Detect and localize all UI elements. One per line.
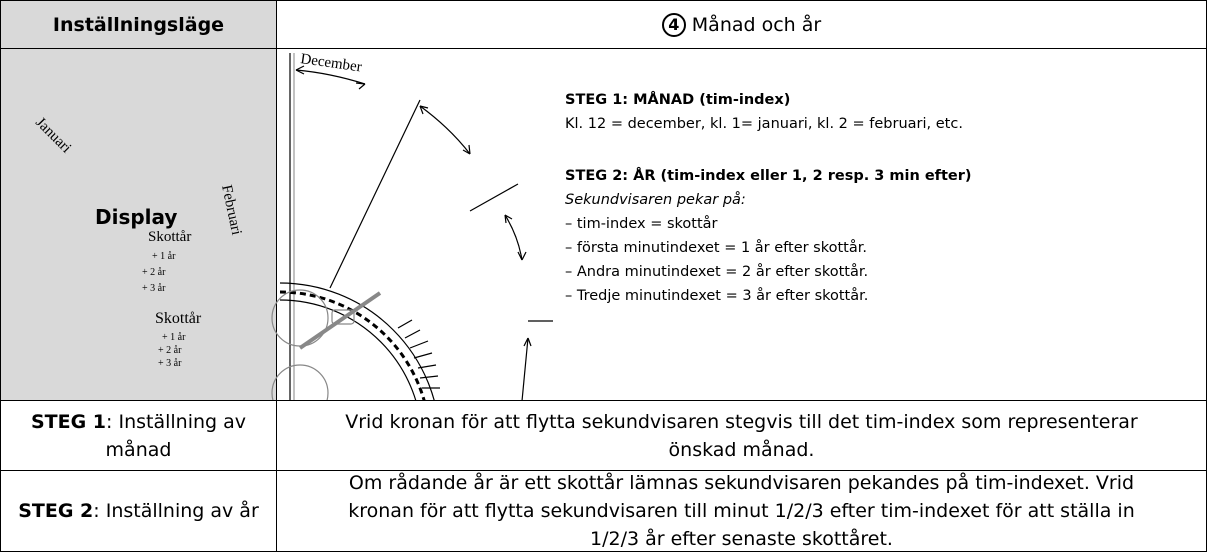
step2-item: – första minutindexet = 1 år efter skott… bbox=[565, 236, 972, 260]
label-leap: Skottår bbox=[148, 229, 191, 245]
header-title: Månad och år bbox=[692, 11, 821, 39]
label-plus2: + 2 år bbox=[142, 267, 166, 278]
step2-item: – tim-index = skottår bbox=[565, 212, 972, 236]
step2-label-cell: STEG 2: Inställning av år bbox=[0, 470, 277, 552]
label-plus1: + 1 år bbox=[162, 332, 186, 343]
label-januari: Januari bbox=[32, 115, 74, 157]
label-plus1: + 1 år bbox=[152, 251, 176, 262]
step2-description: Om rådande år är ett skottår lämnas seku… bbox=[276, 470, 1207, 552]
step-number: 4 bbox=[662, 13, 686, 37]
label-februari: Februari bbox=[218, 184, 244, 237]
step1-label-cell: STEG 1: Inställning av månad bbox=[0, 400, 277, 471]
step-label: STEG 1 bbox=[31, 411, 106, 433]
header-left: Inställningsläge bbox=[0, 0, 277, 49]
step2-item: – Tredje minutindexet = 3 år efter skott… bbox=[565, 284, 972, 308]
header-right: 4 Månad och år bbox=[276, 0, 1207, 49]
step2-heading: STEG 2: ÅR (tim-index eller 1, 2 resp. 3… bbox=[565, 164, 972, 188]
step2-intro: Sekundvisaren pekar på: bbox=[565, 188, 972, 212]
label-plus3: + 3 år bbox=[142, 283, 166, 294]
label-plus3: + 3 år bbox=[158, 358, 182, 369]
step-label: STEG 2 bbox=[18, 500, 93, 522]
settings-table: Inställningsläge 4 Månad och år bbox=[0, 0, 1207, 552]
label-display: Display bbox=[95, 205, 177, 229]
step2-item: – Andra minutindexet = 2 år efter skottå… bbox=[565, 260, 972, 284]
label-leap: Skottår bbox=[155, 310, 202, 327]
step-label-text: : Inställning av år bbox=[93, 500, 258, 522]
step-label-text: : Inställning av månad bbox=[106, 411, 246, 461]
instructions: STEG 1: MÅNAD (tim-index) Kl. 12 = decem… bbox=[565, 88, 972, 308]
step1-heading: STEG 1: MÅNAD (tim-index) bbox=[565, 88, 972, 112]
watch-diagram: December Januari Februari Display Skottå… bbox=[0, 48, 600, 401]
step1-description: Vrid kronan för att flytta sekundvisaren… bbox=[276, 400, 1207, 471]
label-plus2: + 2 år bbox=[158, 345, 182, 356]
step1-text: Kl. 12 = december, kl. 1= januari, kl. 2… bbox=[565, 112, 972, 136]
